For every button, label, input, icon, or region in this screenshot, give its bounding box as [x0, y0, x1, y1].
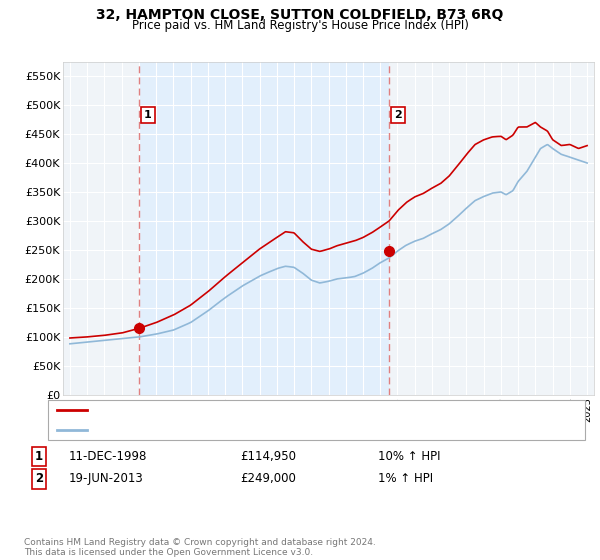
Text: 11-DEC-1998: 11-DEC-1998 — [69, 450, 148, 463]
Text: 19-JUN-2013: 19-JUN-2013 — [69, 472, 144, 486]
Text: £114,950: £114,950 — [240, 450, 296, 463]
Text: Price paid vs. HM Land Registry's House Price Index (HPI): Price paid vs. HM Land Registry's House … — [131, 19, 469, 32]
Text: £249,000: £249,000 — [240, 472, 296, 486]
Text: Contains HM Land Registry data © Crown copyright and database right 2024.
This d: Contains HM Land Registry data © Crown c… — [24, 538, 376, 557]
Bar — [139, 62, 389, 395]
Text: 10% ↑ HPI: 10% ↑ HPI — [378, 450, 440, 463]
Text: 2: 2 — [35, 472, 43, 486]
Text: 1% ↑ HPI: 1% ↑ HPI — [378, 472, 433, 486]
Text: 1: 1 — [35, 450, 43, 463]
Text: 32, HAMPTON CLOSE, SUTTON COLDFIELD, B73 6RQ: 32, HAMPTON CLOSE, SUTTON COLDFIELD, B73… — [97, 8, 503, 22]
Text: 32, HAMPTON CLOSE, SUTTON COLDFIELD, B73 6RQ (detached house): 32, HAMPTON CLOSE, SUTTON COLDFIELD, B73… — [93, 405, 461, 415]
Text: 2: 2 — [394, 110, 402, 120]
Text: HPI: Average price, detached house, Birmingham: HPI: Average price, detached house, Birm… — [93, 425, 350, 435]
Text: 1: 1 — [144, 110, 152, 120]
